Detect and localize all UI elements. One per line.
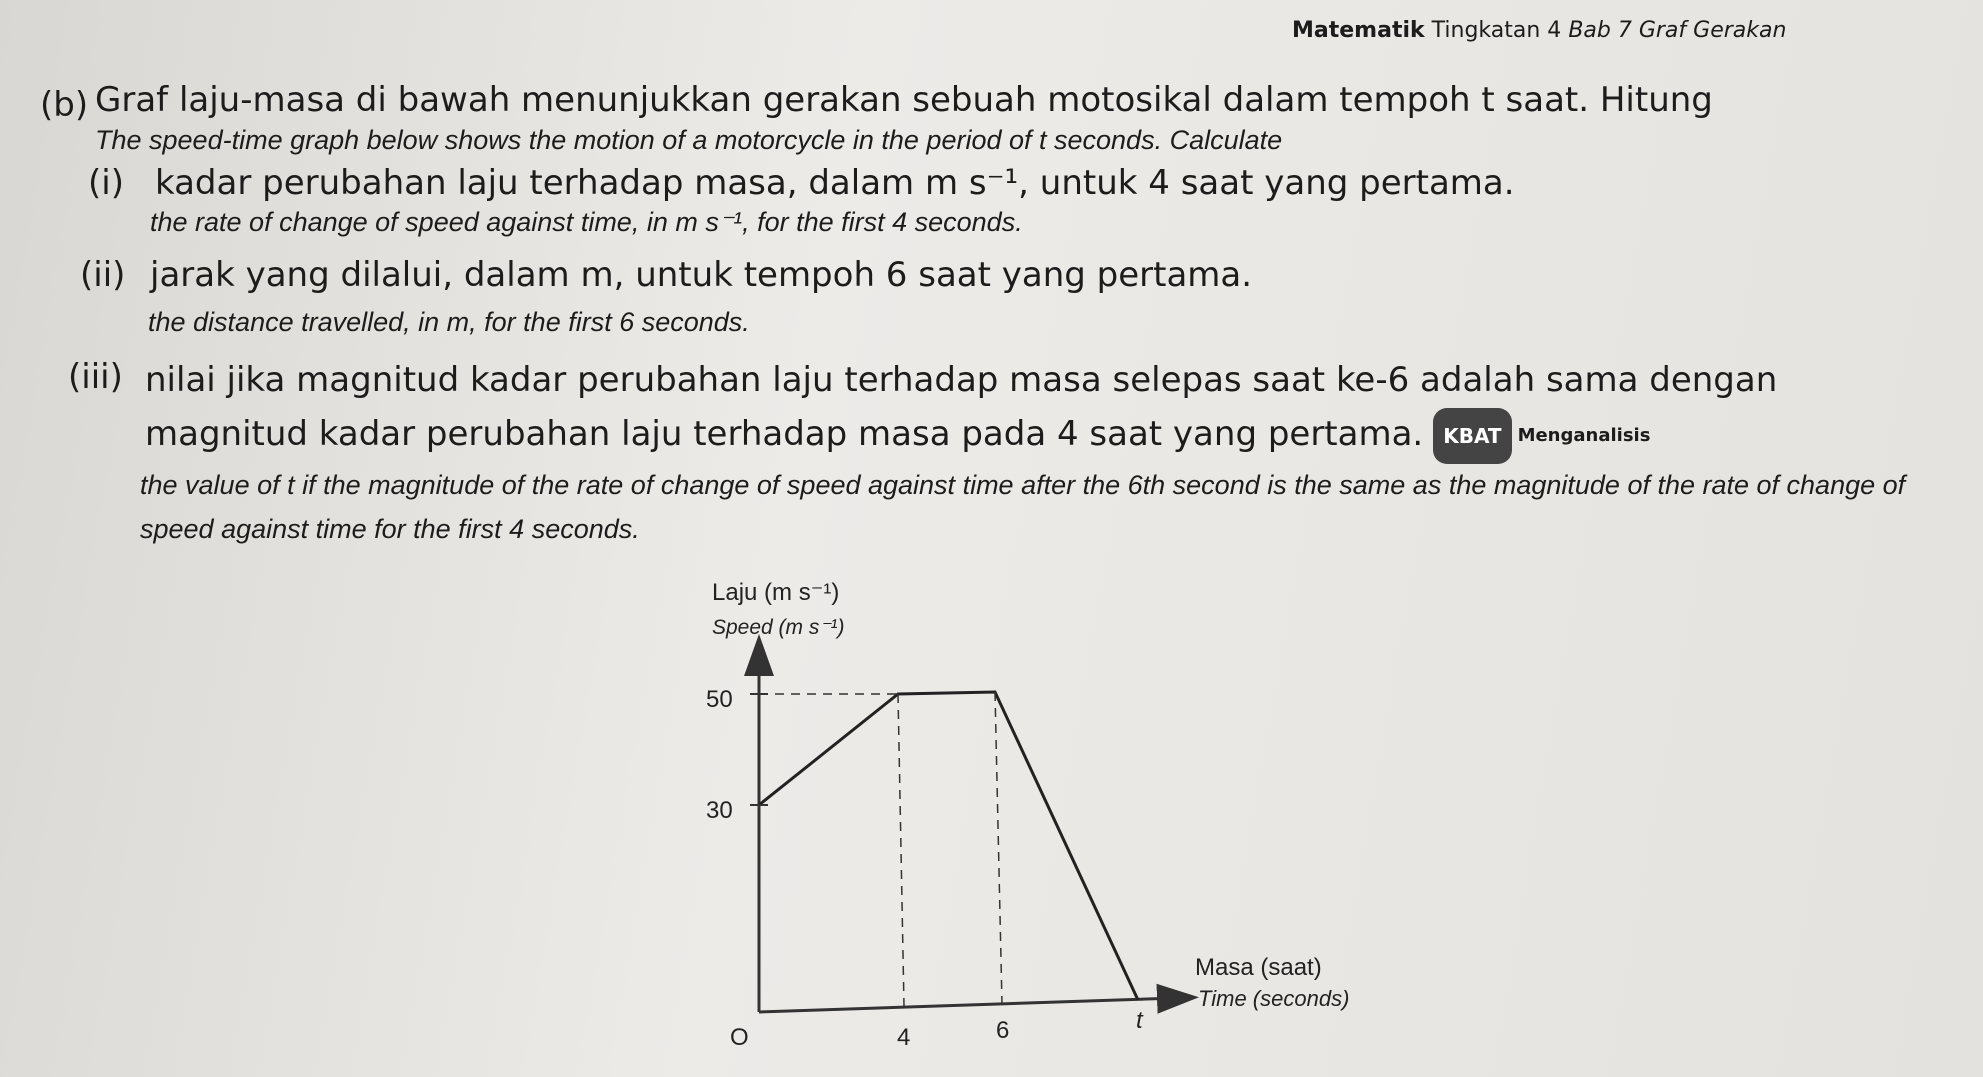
part-text-ms: nilai jika magnitud kadar perubahan laju… <box>145 360 1778 454</box>
part-label: (ii) <box>80 255 126 295</box>
x-label-ms: Masa (saat) <box>1195 954 1322 981</box>
speed-line <box>758 690 1140 1001</box>
x-tick-label: 6 <box>996 1017 1009 1044</box>
header-chapter: Bab 7 Graf Gerakan <box>1568 18 1787 43</box>
badge: KBAT <box>1433 407 1512 464</box>
part-label: (iii) <box>68 357 123 397</box>
header-subject: Matematik <box>1292 18 1425 43</box>
x-label-en: Time (seconds) <box>1198 986 1349 1011</box>
part-text-en: the value of t if the magnitude of the r… <box>140 470 1906 544</box>
y-label-ms: Laju (m s⁻¹) <box>712 579 839 606</box>
y-tick-label: 30 <box>706 797 733 824</box>
header-form: Tingkatan 4 <box>1431 18 1562 43</box>
x-tick-label: t <box>1136 1007 1144 1034</box>
part-text-en: the distance travelled, in m, for the fi… <box>148 307 750 337</box>
part-label: (i) <box>88 163 124 203</box>
part-text-ms: kadar perubahan laju terhadap masa, dala… <box>155 163 1515 203</box>
part-text-ms: jarak yang dilalui, dalam m, untuk tempo… <box>150 255 1253 295</box>
guide <box>897 693 905 1007</box>
question-text-en: The speed-time graph below shows the mot… <box>95 125 1283 155</box>
question-label: (b) <box>40 85 89 125</box>
y-tick-label: 50 <box>706 686 733 713</box>
header: Matematik Tingkatan 4 Bab 7 Graf Gerakan <box>1292 18 1786 43</box>
x-tick-label: 4 <box>897 1024 910 1051</box>
origin-label: O <box>730 1024 749 1051</box>
question-text-ms: Graf laju-masa di bawah menunjukkan gera… <box>95 80 1713 120</box>
guide <box>994 691 1003 1005</box>
part-text-en: the rate of change of speed against time… <box>150 207 1023 237</box>
y-label-en: Speed (m s⁻¹) <box>712 616 844 639</box>
x-axis <box>758 983 1199 1014</box>
skill: Menganalisis <box>1517 424 1651 446</box>
part-text-block: nilai jika magnitud kadar perubahan laju… <box>145 353 1915 464</box>
